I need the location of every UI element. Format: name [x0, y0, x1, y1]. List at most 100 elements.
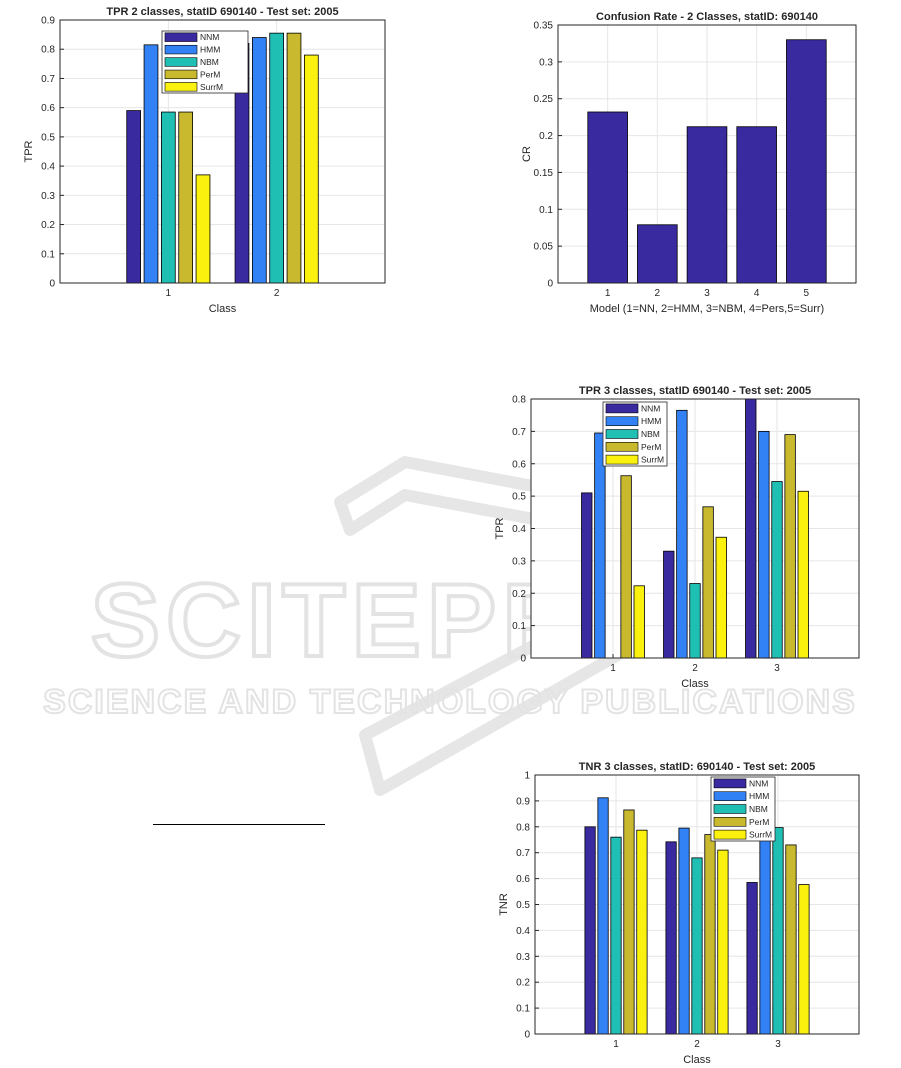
legend-swatch-hmm [164, 44, 198, 55]
x-axis-label: Class [683, 1054, 711, 1066]
bar-series-cat-5 [786, 39, 827, 284]
separator-rule [153, 824, 325, 825]
bar-nnm-cat-3 [746, 882, 758, 1035]
y-tick-label: 0.6 [512, 459, 526, 470]
legend-swatch-nnm [164, 32, 198, 42]
legend-swatch-perm [605, 442, 639, 452]
x-tick-label: 2 [692, 663, 698, 674]
bar-nnm-cat-1 [584, 826, 596, 1035]
y-tick-label: 0.05 [534, 242, 554, 253]
legend-label-nbm: NBM [749, 804, 768, 814]
y-tick-label: 0.6 [516, 874, 530, 885]
y-tick-label: 0.3 [539, 57, 553, 68]
bar-surrm-cat-2 [717, 849, 729, 1035]
legend-swatch-perm [713, 817, 747, 827]
chart-title: TPR 2 classes, statID 690140 - Test set:… [106, 6, 338, 18]
y-tick-label: 0.6 [41, 103, 55, 114]
legend-label-nbm: NBM [200, 57, 219, 67]
x-tick-label: 3 [704, 288, 710, 299]
y-tick-label: 0.1 [539, 205, 553, 216]
y-axis-label: TPR [23, 140, 35, 162]
x-tick-label: 1 [610, 663, 616, 674]
x-tick-label: 4 [754, 288, 760, 299]
y-tick-label: 0.3 [512, 556, 526, 567]
y-axis-label: TNR [498, 893, 510, 916]
legend-label-nbm: NBM [641, 429, 660, 439]
x-tick-label: 3 [774, 663, 780, 674]
legend-swatch-surrm [713, 829, 747, 840]
y-tick-label: 0.4 [41, 162, 55, 173]
bar-series-cat-2 [637, 224, 678, 284]
chart-title: TPR 3 classes, statID 690140 - Test set:… [579, 385, 811, 397]
bar-nbm-cat-3 [772, 827, 784, 1035]
legend-label-surrm: SurrM [749, 830, 772, 840]
legend-swatch-nbm [164, 57, 198, 67]
y-tick-label: 0 [49, 279, 55, 290]
x-tick-label: 1 [605, 288, 611, 299]
y-tick-label: 0.9 [41, 16, 55, 27]
bar-nnm-cat-2 [665, 841, 677, 1035]
y-tick-label: 0.8 [516, 822, 530, 833]
legend-label-hmm: HMM [749, 791, 769, 801]
legend-swatch-surrm [605, 454, 639, 465]
legend: NNM HMM NBM PerM SurrM [602, 401, 668, 467]
x-axis-label: Class [209, 303, 237, 315]
legend-swatch-perm [164, 69, 198, 80]
y-tick-label: 0 [524, 1030, 530, 1041]
y-tick-label: 0.3 [41, 191, 55, 202]
y-tick-label: 0.7 [516, 848, 530, 859]
y-tick-label: 0.35 [534, 21, 554, 32]
bar-perm-cat-2 [704, 834, 716, 1035]
legend-swatch-hmm [713, 791, 747, 801]
y-tick-label: 1 [524, 771, 530, 782]
axes-frame [557, 24, 857, 284]
bar-series-cat-4 [736, 126, 777, 284]
y-tick-label: 0.5 [512, 492, 526, 503]
y-tick-label: 0.2 [539, 131, 553, 142]
y-axis-label: TPR [494, 517, 506, 539]
x-tick-label: 2 [655, 288, 661, 299]
y-tick-label: 0.4 [512, 524, 526, 535]
bar-nbm-cat-2 [691, 857, 703, 1035]
legend-swatch-hmm [605, 416, 639, 426]
y-tick-label: 0.2 [41, 220, 55, 231]
bar-perm-cat-3 [785, 844, 797, 1035]
legend-label-surrm: SurrM [200, 82, 223, 92]
y-tick-label: 0.2 [516, 978, 530, 989]
legend-label-nnm: NNM [749, 778, 768, 788]
y-tick-label: 0.5 [516, 900, 530, 911]
y-tick-label: 0.25 [534, 94, 554, 105]
legend-label-hmm: HMM [641, 416, 661, 426]
y-tick-label: 0.7 [512, 427, 526, 438]
axes-frame [534, 774, 860, 1035]
y-tick-label: 0.8 [41, 45, 55, 56]
legend-swatch-nnm [605, 403, 639, 414]
legend-label-perm: PerM [749, 817, 769, 827]
legend-label-perm: PerM [641, 442, 661, 452]
x-tick-label: 3 [775, 1039, 781, 1050]
legend-label-hmm: HMM [200, 45, 220, 55]
legend-label-perm: PerM [200, 69, 220, 79]
y-tick-label: 0.1 [512, 621, 526, 632]
x-axis-label: Class [681, 678, 709, 690]
legend-swatch-surrm [164, 82, 198, 92]
bar-surrm-cat-3 [798, 884, 810, 1035]
y-axis-label: CR [521, 146, 533, 162]
bar-hmm-cat-2 [678, 827, 690, 1035]
y-tick-label: 0.1 [516, 1004, 530, 1015]
x-tick-label: 5 [804, 288, 810, 299]
y-tick-label: 0.7 [41, 74, 55, 85]
legend-label-nnm: NNM [200, 32, 219, 42]
bar-surrm-cat-1 [636, 829, 648, 1035]
legend-swatch-nbm [605, 429, 639, 439]
x-tick-label: 1 [166, 288, 172, 299]
bar-nbm-cat-1 [610, 836, 622, 1035]
y-tick-label: 0.2 [512, 589, 526, 600]
axes-frame [530, 398, 860, 659]
x-tick-label: 2 [274, 288, 280, 299]
legend-label-surrm: SurrM [641, 455, 664, 465]
